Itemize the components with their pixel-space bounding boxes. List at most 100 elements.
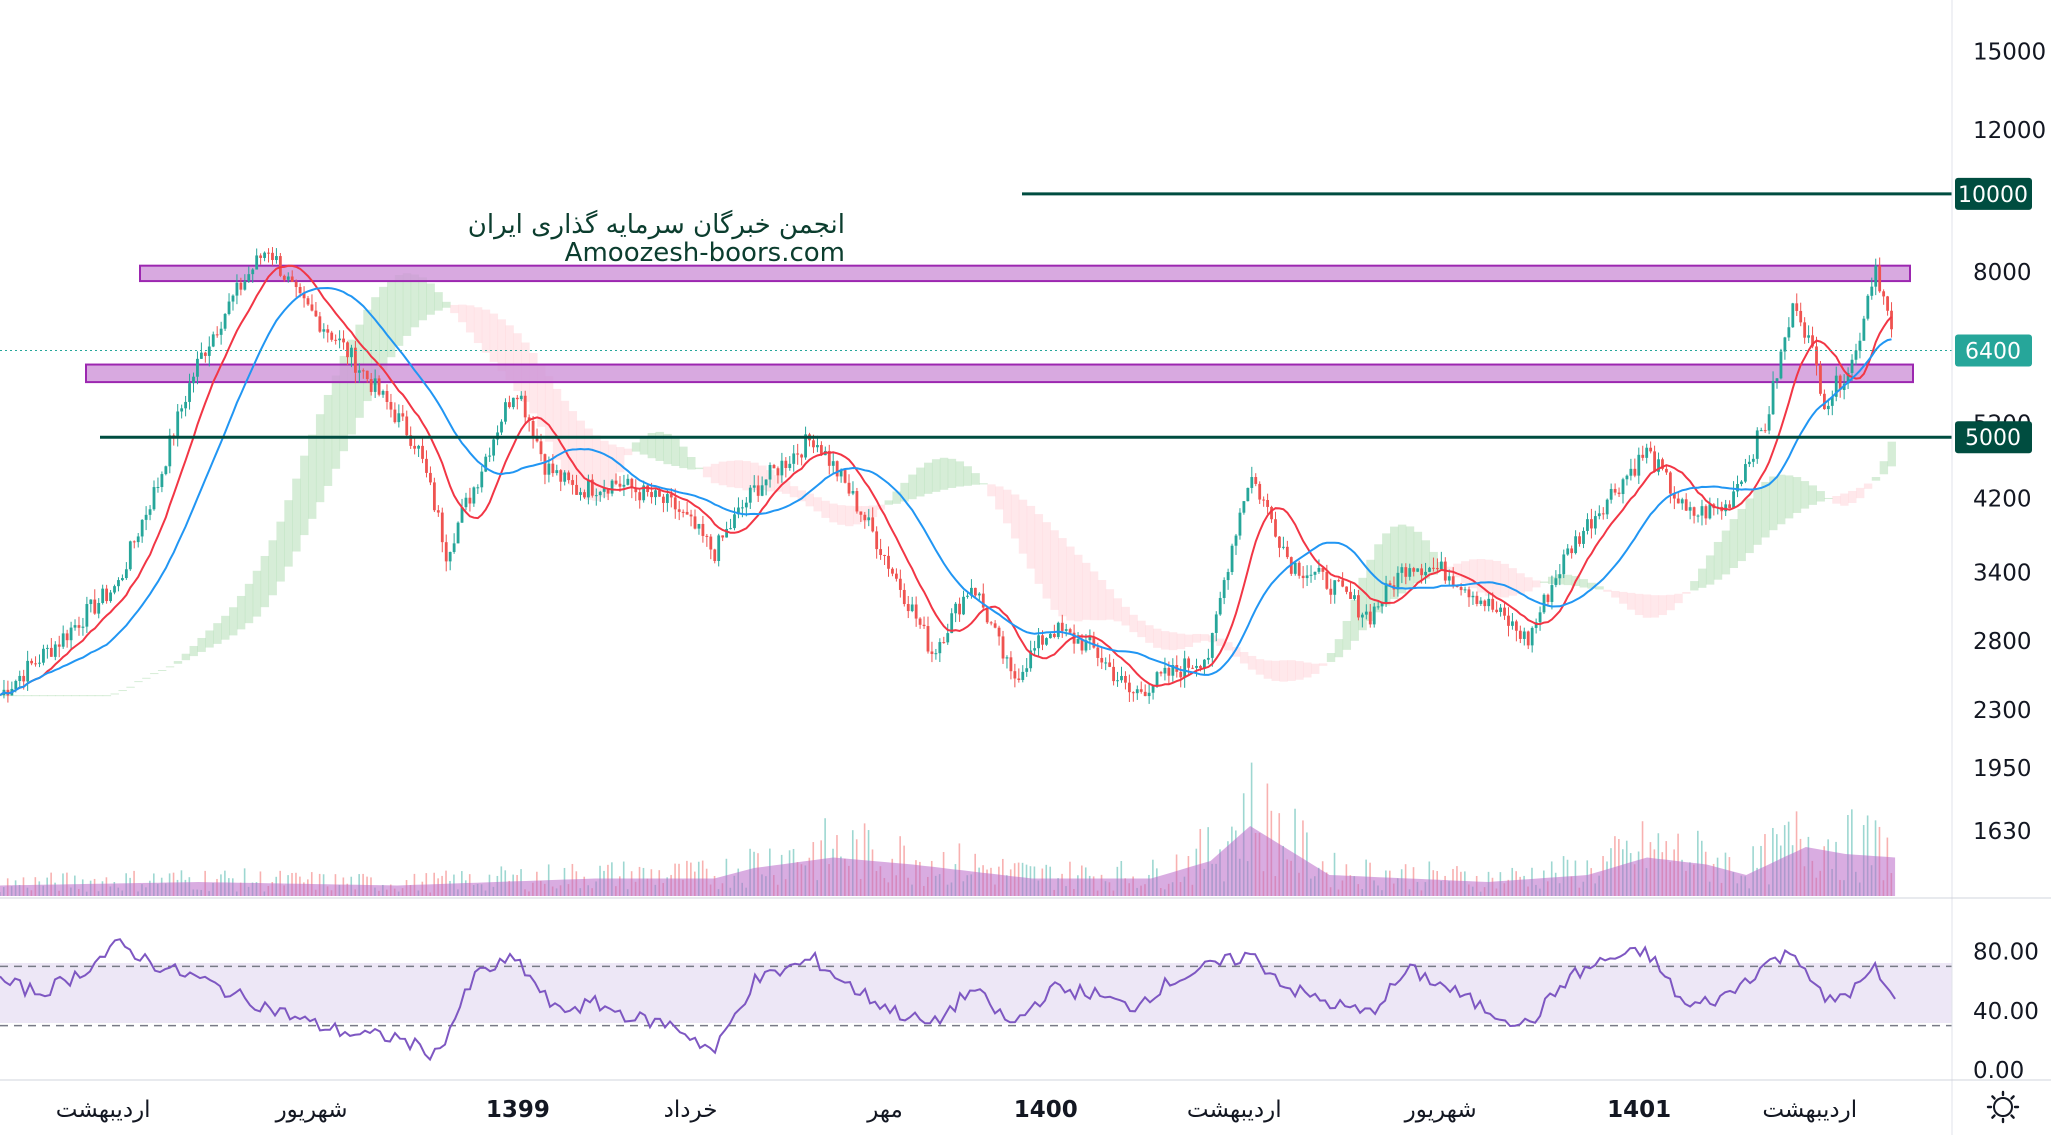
candle-body bbox=[1001, 636, 1005, 659]
candle-body bbox=[239, 282, 243, 290]
cloud-segment bbox=[315, 414, 325, 503]
cloud-segment bbox=[1232, 647, 1241, 657]
rsi-axis[interactable]: 80.00 40.00 0.00 bbox=[1973, 940, 2039, 1084]
candle-body bbox=[1633, 468, 1637, 476]
candle-body bbox=[57, 644, 61, 647]
candle-body bbox=[812, 440, 815, 448]
time-axis[interactable]: اردیبهشت شهریور 1399 خرداد مهر 1400 اردیبهشت شه… bbox=[56, 1097, 1857, 1123]
candle-body bbox=[997, 627, 1001, 637]
candle-body bbox=[669, 494, 673, 498]
cloud-segment bbox=[1374, 544, 1383, 613]
candle-body bbox=[1728, 504, 1732, 509]
rsi-tick-label: 40.00 bbox=[1973, 999, 2039, 1025]
candle-body bbox=[531, 420, 535, 439]
rsi-line bbox=[0, 938, 1896, 1062]
cloud-segment bbox=[1034, 514, 1044, 584]
candle-body bbox=[642, 485, 646, 501]
cloud-segment bbox=[1698, 568, 1707, 588]
candle-body bbox=[926, 626, 930, 652]
candle-body bbox=[1676, 498, 1680, 504]
candle-body bbox=[18, 675, 22, 681]
candle-body bbox=[1084, 640, 1088, 651]
cloud-segment bbox=[695, 467, 704, 470]
candle-body bbox=[97, 602, 101, 614]
candle-body bbox=[1866, 295, 1870, 319]
cloud-segment bbox=[458, 304, 467, 323]
candle-body bbox=[1649, 447, 1653, 452]
candle-body bbox=[1400, 567, 1404, 573]
cloud-segment bbox=[1777, 474, 1786, 525]
price-tags: 10000 5000 6400 bbox=[1955, 177, 2032, 454]
candle-body bbox=[298, 287, 302, 294]
cloud-segment bbox=[134, 681, 143, 683]
candle-body bbox=[914, 604, 918, 619]
candle-body bbox=[1522, 631, 1526, 639]
candle-body bbox=[219, 328, 223, 335]
cloud-segment bbox=[1247, 655, 1257, 670]
volume-bar bbox=[1294, 808, 1296, 896]
candle-body bbox=[211, 334, 215, 347]
candle-body bbox=[1467, 589, 1471, 598]
candle-body bbox=[958, 603, 961, 615]
candle-body bbox=[330, 332, 334, 340]
candle-body bbox=[1147, 692, 1151, 697]
cloud-segment bbox=[23, 695, 33, 697]
candle-body bbox=[594, 495, 598, 497]
candle-body bbox=[1420, 568, 1424, 576]
candle-body bbox=[460, 507, 464, 523]
candle-body bbox=[215, 334, 219, 336]
candle-body bbox=[417, 445, 420, 449]
time-tick-label: اردیبهشت bbox=[1187, 1097, 1282, 1123]
plot-background bbox=[0, 0, 1952, 1135]
gear-icon[interactable] bbox=[1986, 1090, 2020, 1124]
candle-body bbox=[883, 554, 886, 556]
cloud-segment bbox=[173, 661, 183, 664]
candle-body bbox=[737, 507, 740, 515]
candle-body bbox=[381, 391, 385, 395]
volume-bar bbox=[243, 868, 246, 896]
cloud-segment bbox=[78, 695, 88, 697]
candle-body bbox=[701, 523, 705, 536]
candle-body bbox=[176, 411, 180, 438]
candle-body bbox=[1755, 430, 1759, 459]
candle-body bbox=[1009, 657, 1013, 672]
candle-body bbox=[1826, 405, 1830, 410]
candle-body bbox=[30, 660, 33, 664]
candle-body bbox=[1029, 650, 1033, 669]
candle-body bbox=[946, 633, 950, 643]
candle-body bbox=[1270, 506, 1273, 520]
cloud-segment bbox=[1216, 638, 1225, 646]
candle-body bbox=[1100, 657, 1104, 663]
candle-body bbox=[1617, 492, 1621, 495]
candle-body bbox=[942, 642, 946, 644]
volume-bar bbox=[66, 872, 68, 896]
cloud-segment bbox=[544, 376, 554, 442]
candle-body bbox=[1246, 487, 1250, 502]
cloud-segment bbox=[884, 500, 893, 505]
candle-body bbox=[1357, 595, 1360, 618]
cloud-segment bbox=[1729, 519, 1739, 569]
cloud-segment bbox=[679, 446, 688, 469]
cloud-segment bbox=[1461, 561, 1470, 584]
candle-body bbox=[338, 338, 342, 341]
cloud-segment bbox=[1840, 493, 1849, 506]
candle-body bbox=[1740, 481, 1743, 485]
price-axis[interactable]: 1500012000800052004200340028002300195016… bbox=[1973, 39, 2046, 844]
price-tick-label: 2800 bbox=[1973, 629, 2032, 655]
candle-body bbox=[1479, 600, 1483, 604]
candle-body bbox=[263, 252, 266, 258]
cloud-segment bbox=[1421, 540, 1431, 579]
candle-body bbox=[1499, 607, 1502, 612]
candle-body bbox=[563, 472, 567, 482]
candle-body bbox=[1507, 615, 1510, 626]
candle-body bbox=[1688, 507, 1692, 511]
candle-body bbox=[1139, 689, 1143, 692]
candle-body bbox=[1424, 571, 1427, 576]
candle-body bbox=[891, 568, 894, 574]
candle-body bbox=[1890, 310, 1893, 330]
cloud-segment bbox=[1792, 477, 1802, 513]
cloud-segment bbox=[939, 457, 949, 490]
candle-body bbox=[543, 454, 547, 475]
candle-body bbox=[1625, 475, 1629, 480]
